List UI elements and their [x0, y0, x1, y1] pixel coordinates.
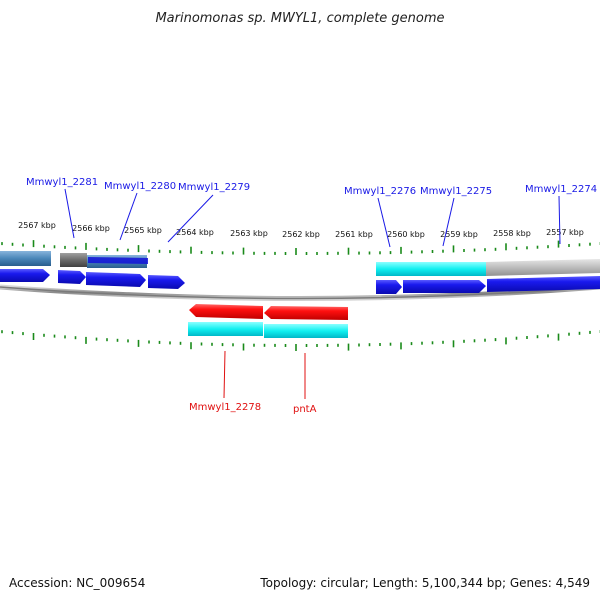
gene-labels-bottom: Mmwyl1_2278 pntA [189, 350, 317, 415]
cds-forward-arrow[interactable] [487, 276, 600, 292]
tick-label-2563: 2563 kbp [230, 229, 268, 238]
cds-ring-reverse [189, 304, 348, 320]
tick-label-2559: 2559 kbp [440, 230, 478, 239]
leader-line [377, 197, 391, 248]
gene-label[interactable]: Mmwyl1_2280 [104, 181, 176, 192]
cds-forward-arrow[interactable] [58, 270, 86, 284]
leader-line [223, 350, 226, 399]
cds-forward-arrow[interactable] [0, 269, 50, 282]
gene-label[interactable]: pntA [293, 404, 317, 415]
leader-line [119, 192, 138, 241]
tick-label-2561: 2561 kbp [335, 230, 373, 239]
map-title: Marinomonas sp. MWYL1, complete genome [155, 11, 444, 26]
feature-cog-dark[interactable] [60, 253, 87, 267]
genome-backbone-line [0, 286, 600, 300]
feature-ring-cog-forward [0, 251, 600, 276]
cds-reverse-arrow[interactable] [189, 304, 263, 319]
cds-forward-arrow[interactable] [148, 275, 185, 289]
cds-forward-arrow[interactable] [376, 280, 402, 294]
feature-cog-gray-2274[interactable] [486, 259, 600, 276]
cds-ring-forward [0, 257, 600, 294]
gene-label[interactable]: Mmwyl1_2279 [178, 182, 250, 193]
tick-label-2564: 2564 kbp [176, 228, 214, 237]
gene-label[interactable]: Mmwyl1_2278 [189, 402, 261, 413]
feature-ring-cog-reverse [188, 322, 348, 338]
leader-line [167, 194, 214, 243]
gene-label[interactable]: Mmwyl1_2274 [525, 184, 597, 195]
feature-cog-cyan-pnta[interactable] [264, 324, 348, 338]
gene-label[interactable]: Mmwyl1_2281 [26, 177, 98, 188]
tick-ring-outer [1, 240, 600, 255]
feature-cog-steel[interactable] [0, 251, 51, 266]
tick-label-2558: 2558 kbp [493, 229, 531, 238]
leader-line [558, 195, 561, 245]
tick-labels: 2567 kbp 2566 kbp 2565 kbp 2564 kbp 2563… [18, 221, 584, 239]
gene-label[interactable]: Mmwyl1_2276 [344, 186, 416, 197]
tick-label-2560: 2560 kbp [387, 230, 425, 239]
accession-label: Accession: NC_009654 [9, 576, 146, 590]
tick-label-2557: 2557 kbp [546, 228, 584, 237]
gene-labels-top: Mmwyl1_2281 Mmwyl1_2280 Mmwyl1_2279 Mmwy… [26, 177, 597, 248]
tick-label-2567: 2567 kbp [18, 221, 56, 230]
cds-forward-arrow[interactable] [88, 257, 148, 264]
leader-line [442, 197, 455, 247]
feature-cog-cyan-2276[interactable] [376, 262, 486, 276]
cds-forward-arrow[interactable] [403, 280, 486, 293]
tick-ring-inner [1, 330, 600, 351]
gene-label[interactable]: Mmwyl1_2275 [420, 186, 492, 197]
topology-label: Topology: circular; Length: 5,100,344 bp… [260, 576, 590, 590]
tick-label-2562: 2562 kbp [282, 230, 320, 239]
tick-label-2566: 2566 kbp [72, 224, 110, 233]
tick-label-2565: 2565 kbp [124, 226, 162, 235]
cds-forward-arrow[interactable] [86, 272, 146, 287]
cds-reverse-arrow-pnta[interactable] [264, 306, 348, 320]
leader-line [64, 188, 75, 239]
feature-cog-cyan-2278[interactable] [188, 322, 263, 336]
